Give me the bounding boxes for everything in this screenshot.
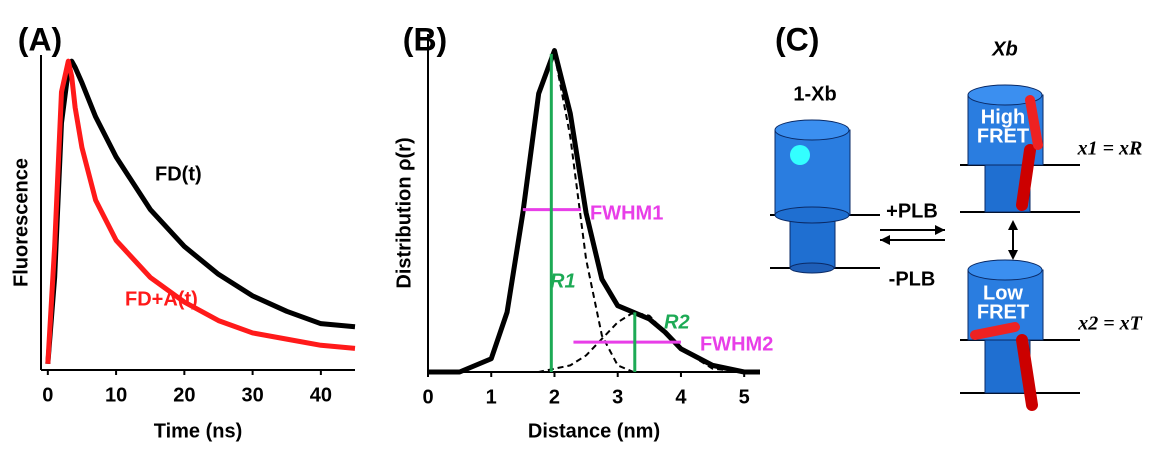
series-line	[45, 58, 356, 364]
x-tick-label: 20	[173, 384, 195, 406]
x-tick-label: 3	[612, 386, 623, 408]
fret-label: High	[981, 106, 1025, 128]
state-label: 1-Xb	[793, 83, 836, 105]
x-tick-label: 40	[310, 384, 332, 406]
x-tick-label: 1	[486, 386, 497, 408]
panel-c-diagram	[770, 84, 1080, 411]
series-line	[428, 52, 760, 373]
panel-label: (B)	[403, 21, 447, 57]
series-label: FD+A(t)	[125, 288, 198, 310]
structure-label: x1 = xR	[1077, 138, 1143, 160]
annotation: FWHM2	[700, 333, 773, 355]
x-tick-label: 0	[422, 386, 433, 408]
x-tick-label: 2	[549, 386, 560, 408]
arrow-label: -PLB	[889, 268, 936, 290]
panel-label: (C)	[775, 21, 819, 57]
x-tick-label: 30	[241, 384, 263, 406]
x-tick-label: 10	[105, 384, 127, 406]
y-axis-label: Fluorescence	[10, 158, 32, 287]
fret-label: FRET	[977, 301, 1029, 323]
annotation: R2	[664, 311, 690, 333]
arrow-label: +PLB	[886, 200, 938, 222]
x-tick-label: 4	[675, 386, 687, 408]
x-axis-label: Time (ns)	[154, 420, 243, 442]
fret-label: Low	[983, 282, 1023, 304]
annotation: R1	[550, 270, 576, 292]
annotation: FWHM1	[590, 202, 663, 224]
x-tick-label: 0	[42, 384, 53, 406]
panel-label: (A)	[18, 21, 62, 57]
series-label: FD(t)	[155, 163, 202, 185]
x-axis-label: Distance (nm)	[528, 420, 660, 442]
x-tick-label: 5	[739, 386, 750, 408]
y-axis-label: Distribution ρ(r)	[393, 137, 415, 288]
series-line	[45, 58, 356, 365]
state-label: Xb	[991, 38, 1018, 60]
fret-label: FRET	[977, 125, 1029, 147]
structure-label: x2 = xT	[1077, 313, 1142, 335]
series-line	[428, 311, 760, 373]
